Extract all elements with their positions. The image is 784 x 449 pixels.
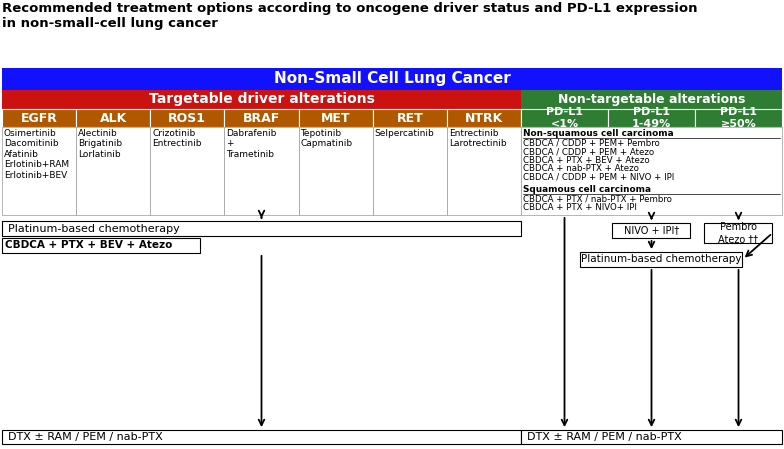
Text: Entrectinib
Larotrectinib: Entrectinib Larotrectinib — [449, 129, 506, 149]
Text: CBDCA / CDDP + PEM + Atezo: CBDCA / CDDP + PEM + Atezo — [523, 147, 654, 156]
Text: Alectinib
Brigatinib
Lorlatinib: Alectinib Brigatinib Lorlatinib — [78, 129, 122, 159]
Text: PD-L1
1-49%: PD-L1 1-49% — [632, 107, 671, 129]
Text: NIVO + IPI†: NIVO + IPI† — [624, 225, 679, 235]
Text: CBDCA + PTX + BEV + Atezo: CBDCA + PTX + BEV + Atezo — [523, 156, 650, 165]
Bar — [372, 127, 447, 215]
Bar — [151, 109, 224, 127]
Bar — [447, 109, 521, 127]
Bar — [299, 127, 372, 215]
Text: EGFR: EGFR — [20, 111, 57, 124]
Bar — [2, 127, 76, 215]
Text: Non-Small Cell Lung Cancer: Non-Small Cell Lung Cancer — [274, 71, 510, 87]
Text: NTRK: NTRK — [465, 111, 503, 124]
Text: BRAF: BRAF — [243, 111, 280, 124]
Bar — [521, 127, 782, 215]
Bar — [521, 430, 782, 444]
Text: PD-L1
≥50%: PD-L1 ≥50% — [720, 107, 757, 129]
Bar — [2, 430, 521, 444]
Text: Selpercatinib: Selpercatinib — [375, 129, 434, 138]
Text: Non-targetable alterations: Non-targetable alterations — [557, 93, 745, 106]
Text: CBDCA + PTX + BEV + Atezo: CBDCA + PTX + BEV + Atezo — [5, 241, 172, 251]
Text: DTX ± RAM / PEM / nab-PTX: DTX ± RAM / PEM / nab-PTX — [8, 432, 163, 442]
Text: Osimertinib
Dacomitinib
Afatinib
Erlotinib+RAM
Erlotinib+BEV: Osimertinib Dacomitinib Afatinib Erlotin… — [4, 129, 69, 180]
Bar — [299, 109, 372, 127]
Text: PD-L1
<1%: PD-L1 <1% — [546, 107, 583, 129]
Text: Pembro
Atezo ††: Pembro Atezo †† — [718, 222, 759, 244]
Text: CBDCA + PTX / nab-PTX + Pembro: CBDCA + PTX / nab-PTX + Pembro — [523, 194, 672, 203]
Text: CBDCA + PTX + NIVO+ IPI: CBDCA + PTX + NIVO+ IPI — [523, 203, 637, 212]
Bar — [2, 238, 200, 253]
Text: Platinum-based chemotherapy: Platinum-based chemotherapy — [581, 255, 742, 264]
Bar — [2, 109, 76, 127]
Text: Recommended treatment options according to oncogene driver status and PD-L1 expr: Recommended treatment options according … — [2, 2, 698, 30]
Text: Dabrafenib
+
Trametinib: Dabrafenib + Trametinib — [227, 129, 277, 159]
Bar — [372, 109, 447, 127]
Bar — [608, 109, 695, 127]
Text: CBDCA / CDDP + PEM + NIVO + IPI: CBDCA / CDDP + PEM + NIVO + IPI — [523, 172, 674, 181]
Text: Non-squamous cell carcinoma: Non-squamous cell carcinoma — [523, 129, 673, 138]
Text: Tepotinib
Capmatinib: Tepotinib Capmatinib — [300, 129, 353, 149]
Bar — [695, 109, 782, 127]
Text: CBDCA + nab-PTX + Atezo: CBDCA + nab-PTX + Atezo — [523, 164, 639, 173]
Bar — [521, 90, 782, 109]
Text: RET: RET — [397, 111, 423, 124]
Bar — [76, 127, 151, 215]
Text: CBDCA / CDDP + PEM+ Pembro: CBDCA / CDDP + PEM+ Pembro — [523, 139, 660, 148]
Bar — [612, 223, 691, 238]
Bar — [2, 68, 782, 90]
Text: Crizotinib
Entrectinib: Crizotinib Entrectinib — [152, 129, 201, 149]
Bar — [76, 109, 151, 127]
Bar — [224, 127, 299, 215]
Text: DTX ± RAM / PEM / nab-PTX: DTX ± RAM / PEM / nab-PTX — [527, 432, 682, 442]
Text: ALK: ALK — [100, 111, 127, 124]
Bar — [705, 223, 772, 243]
Bar — [447, 127, 521, 215]
Text: Squamous cell carcinoma: Squamous cell carcinoma — [523, 185, 651, 194]
Bar — [151, 127, 224, 215]
Text: MET: MET — [321, 111, 350, 124]
Text: Targetable driver alterations: Targetable driver alterations — [148, 92, 375, 106]
Bar — [2, 90, 521, 109]
Text: Platinum-based chemotherapy: Platinum-based chemotherapy — [8, 224, 180, 233]
Bar — [224, 109, 299, 127]
Bar — [2, 221, 521, 236]
Bar — [580, 252, 742, 267]
Bar — [521, 109, 608, 127]
Text: ROS1: ROS1 — [169, 111, 206, 124]
